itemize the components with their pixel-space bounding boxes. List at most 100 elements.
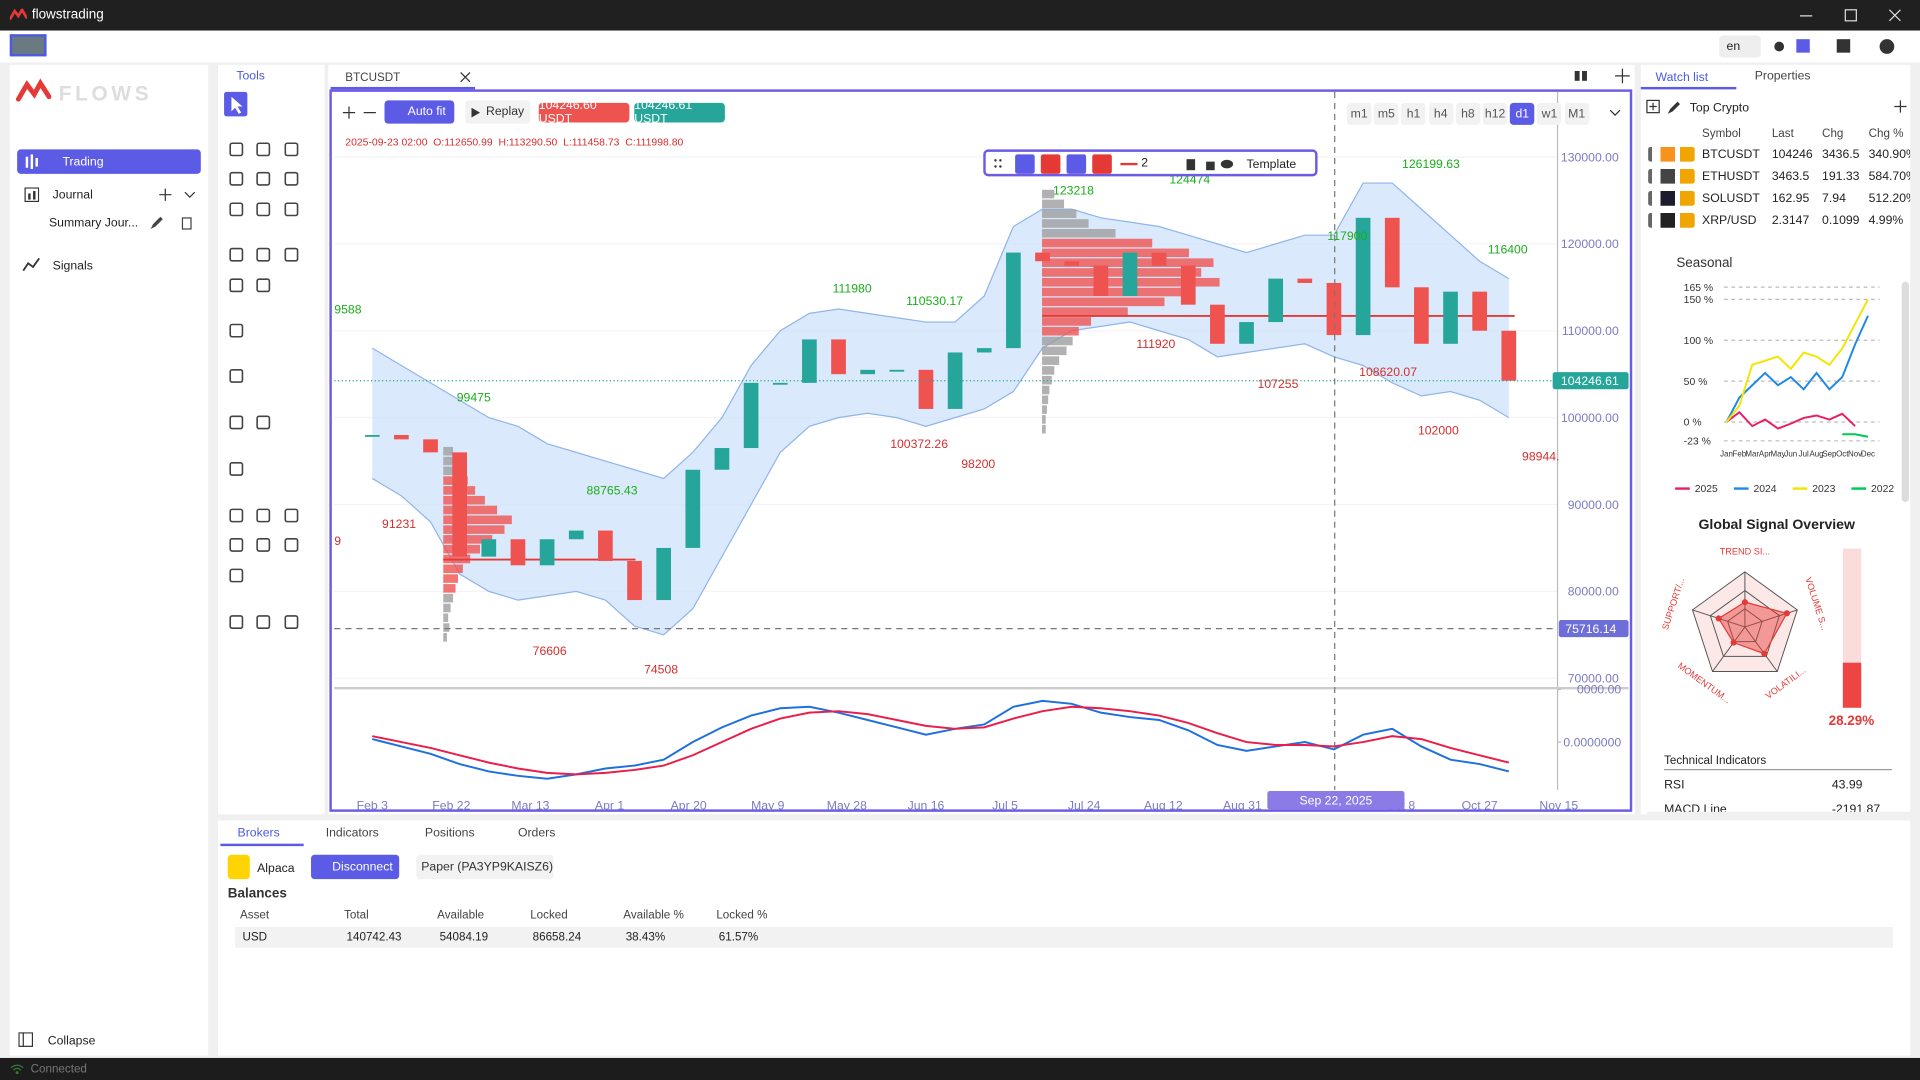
price-chart: 130000.00120000.00110000.00100000.009000… — [334, 91, 1629, 812]
scrollbar[interactable] — [1901, 281, 1909, 503]
tool-icon — [284, 202, 299, 217]
volume-profile-bar — [1042, 415, 1046, 424]
timeframe-button[interactable]: m1 — [1346, 102, 1372, 125]
watchlist-tab[interactable]: Watch list — [1655, 71, 1709, 85]
bottom-tab[interactable]: Positions — [424, 826, 475, 840]
tool-icon — [284, 142, 299, 157]
ask-price: 104246.61 USDT — [634, 99, 693, 127]
drawing-actions[interactable] — [1182, 156, 1234, 173]
watchlist-actions[interactable] — [1646, 99, 1690, 116]
watchlist-header: Last — [1771, 127, 1794, 141]
candle — [394, 434, 409, 440]
auto-fit-button[interactable]: Auto fit — [384, 100, 455, 124]
candle — [1355, 217, 1371, 336]
x-tick-label: Jun 16 — [908, 798, 945, 812]
swing-label: 116400 — [1488, 242, 1528, 256]
timeframe-button[interactable]: w1 — [1537, 102, 1562, 125]
timeframe-button[interactable]: m5 — [1374, 102, 1399, 125]
balance-cell: USD — [242, 930, 268, 945]
gauge-label: 28.29% — [1829, 713, 1875, 728]
tools-tab[interactable]: Tools — [236, 69, 265, 84]
timeframe-button[interactable]: h12 — [1482, 102, 1508, 125]
watchlist-select[interactable]: Top Crypto — [1689, 101, 1750, 116]
toolbar-icons[interactable] — [1767, 36, 1911, 58]
timeframe-button[interactable]: d1 — [1510, 102, 1535, 125]
line-width[interactable]: 2 — [1141, 156, 1149, 171]
candle — [831, 339, 846, 375]
window-controls[interactable] — [1794, 6, 1910, 24]
volume-profile-bar — [1042, 375, 1052, 385]
balance-header: Locked % — [716, 908, 768, 923]
balance-header: Locked — [530, 908, 568, 923]
zoom-buttons[interactable] — [340, 103, 379, 123]
add-symbol[interactable] — [1893, 99, 1908, 114]
y-tick-label: 120000.00 — [1561, 237, 1619, 251]
auto-fit-label: Auto fit — [407, 105, 446, 119]
ask-badge: 104246.61 USDT — [634, 99, 725, 126]
watchlist-cell[interactable]: ETHUSDT — [1702, 170, 1760, 184]
drawing-colors[interactable] — [991, 154, 1187, 174]
timeframe-button[interactable]: M1 — [1564, 102, 1589, 125]
candle — [1035, 252, 1050, 262]
candle — [714, 448, 730, 470]
tool-icon — [256, 247, 271, 262]
balance-header[interactable]: Asset — [240, 908, 270, 923]
bottom-tab[interactable]: Indicators — [325, 826, 379, 840]
chart-tab[interactable]: BTCUSDT — [330, 66, 476, 90]
status-bar: Connected — [0, 1057, 1920, 1080]
timeframe-button[interactable]: h8 — [1455, 102, 1481, 125]
candle — [1006, 252, 1021, 349]
bottom-tab[interactable]: Brokers — [237, 826, 280, 840]
nav-trading[interactable]: Trading — [17, 149, 201, 174]
nav-summary[interactable]: Summary Jour... — [48, 216, 139, 231]
macd-line — [372, 705, 1510, 776]
bottom-tab[interactable]: Orders — [517, 826, 556, 840]
candle — [1180, 265, 1196, 305]
account-select[interactable]: Paper (PA3YP9KAISZ6) — [416, 854, 554, 880]
avatar[interactable] — [9, 34, 47, 57]
candle — [481, 539, 497, 557]
seasonal-line — [1725, 315, 1869, 423]
disconnect-button[interactable]: Disconnect — [311, 854, 400, 880]
y-tick-label: 100 % — [1684, 336, 1713, 347]
chart-layout-buttons[interactable] — [1571, 66, 1632, 86]
volume-profile-bar — [1042, 307, 1128, 316]
timeframe-button[interactable]: h4 — [1428, 102, 1453, 125]
candle — [452, 452, 468, 557]
nav-signals[interactable]: Signals — [52, 259, 93, 274]
timeframe-more[interactable] — [1608, 107, 1623, 119]
candle — [1384, 217, 1400, 288]
replay-label: Replay — [486, 105, 525, 119]
radar-spoke — [1712, 626, 1746, 672]
watchlist-cell[interactable]: XRP/USD — [1702, 214, 1757, 228]
language-select[interactable]: en — [1719, 35, 1761, 58]
watchlist-cell: 3463.5 — [1771, 170, 1810, 184]
template-select[interactable]: Template — [1246, 157, 1297, 172]
watchlist-cell[interactable]: BTCUSDT — [1702, 148, 1760, 162]
volume-profile-bar — [443, 515, 512, 525]
collapse[interactable]: Collapse — [47, 1034, 96, 1049]
watchlist-cell[interactable]: SOLUSDT — [1702, 192, 1760, 206]
tool-icon — [229, 537, 244, 552]
swing-label: 110530.17 — [906, 294, 963, 308]
replay-button[interactable]: Replay — [465, 100, 531, 124]
timeframe-button[interactable]: h1 — [1401, 102, 1426, 125]
swing-label: 91231 — [382, 517, 416, 531]
journal-actions[interactable] — [159, 187, 196, 202]
volume-profile-bar — [1042, 366, 1055, 375]
macd-tick-label: 0.0000000 — [1563, 735, 1621, 749]
tool-icon — [256, 615, 271, 629]
volume-profile-bar — [1042, 209, 1077, 218]
balance-header: Available % — [623, 908, 684, 923]
swing-label: 111920 — [1136, 337, 1175, 351]
candle — [1151, 252, 1167, 266]
volume-profile-bar — [1042, 405, 1047, 414]
seasonal-line — [1725, 298, 1869, 423]
properties-tab[interactable]: Properties — [1754, 69, 1811, 84]
watchlist-row-icons — [1648, 191, 1695, 206]
summary-actions[interactable] — [149, 216, 193, 231]
nav-journal[interactable]: Journal — [52, 188, 93, 203]
tool-icons[interactable] — [218, 65, 325, 814]
candle — [510, 539, 526, 566]
x-tick-label: Feb 3 — [357, 798, 388, 812]
